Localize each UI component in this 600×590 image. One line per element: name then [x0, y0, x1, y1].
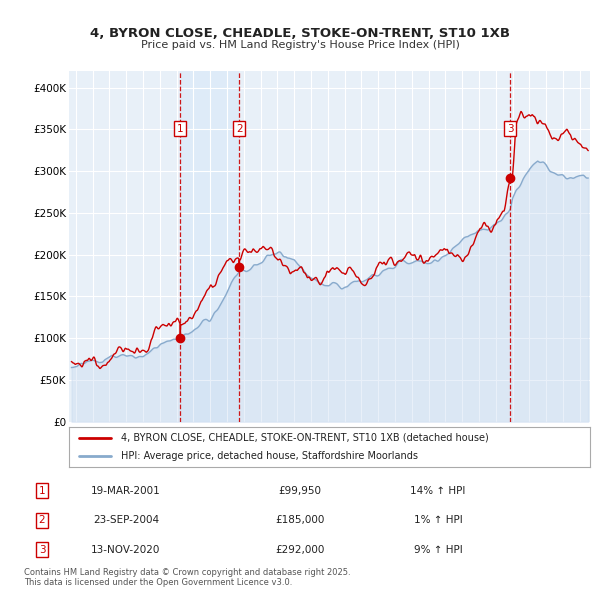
Bar [180, 71, 239, 422]
Text: 14% ↑ HPI: 14% ↑ HPI [410, 486, 466, 496]
Text: 4, BYRON CLOSE, CHEADLE, STOKE-ON-TRENT, ST10 1XB: 4, BYRON CLOSE, CHEADLE, STOKE-ON-TRENT,… [90, 27, 510, 40]
Text: 1% ↑ HPI: 1% ↑ HPI [413, 516, 463, 525]
Text: 3: 3 [507, 124, 514, 134]
Text: £99,950: £99,950 [278, 486, 322, 496]
Text: 13-NOV-2020: 13-NOV-2020 [91, 545, 161, 555]
Text: £292,000: £292,000 [275, 545, 325, 555]
Text: 1: 1 [38, 486, 46, 496]
Text: 23-SEP-2004: 23-SEP-2004 [93, 516, 159, 525]
Text: Contains HM Land Registry data © Crown copyright and database right 2025.
This d: Contains HM Land Registry data © Crown c… [24, 568, 350, 587]
Text: 9% ↑ HPI: 9% ↑ HPI [413, 545, 463, 555]
Text: 2: 2 [236, 124, 242, 134]
Text: 3: 3 [38, 545, 46, 555]
Text: £185,000: £185,000 [275, 516, 325, 525]
Text: 4, BYRON CLOSE, CHEADLE, STOKE-ON-TRENT, ST10 1XB (detached house): 4, BYRON CLOSE, CHEADLE, STOKE-ON-TRENT,… [121, 433, 489, 443]
Text: 19-MAR-2001: 19-MAR-2001 [91, 486, 161, 496]
Text: HPI: Average price, detached house, Staffordshire Moorlands: HPI: Average price, detached house, Staf… [121, 451, 418, 461]
Text: 1: 1 [177, 124, 184, 134]
Text: Price paid vs. HM Land Registry's House Price Index (HPI): Price paid vs. HM Land Registry's House … [140, 40, 460, 50]
Text: 2: 2 [38, 516, 46, 525]
